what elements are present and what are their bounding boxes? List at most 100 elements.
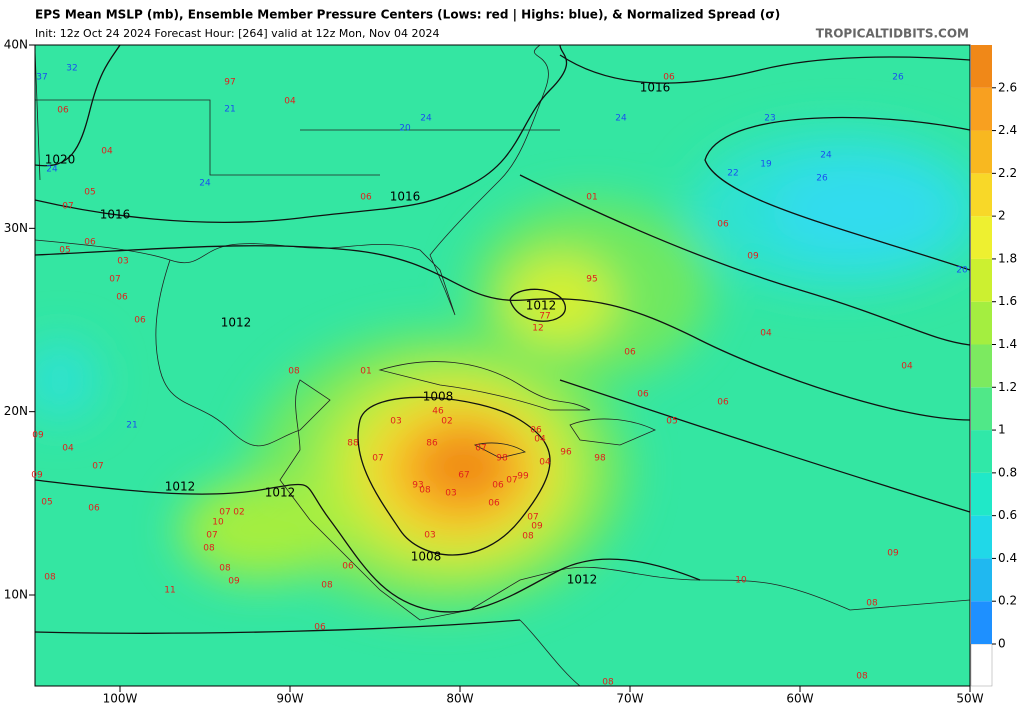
low-center: 07 <box>109 275 120 285</box>
low-center: 06 <box>57 106 69 116</box>
contour-label: 1008 <box>411 550 442 564</box>
low-center: 10 <box>212 518 224 528</box>
low-center: 04 <box>901 362 913 372</box>
colorbar-tick-label: 0 <box>998 637 1006 651</box>
low-center: 07 <box>206 531 217 541</box>
high-center: 19 <box>760 160 772 170</box>
low-center: 06 <box>342 562 354 572</box>
colorbar-tick-label: 0.8 <box>998 465 1017 479</box>
low-center: 08 <box>288 367 300 377</box>
high-center: 20 <box>399 124 411 134</box>
low-center: 06 <box>88 504 100 514</box>
contour-label: 1012 <box>165 480 196 494</box>
lat-tick-label: 20N <box>4 404 28 418</box>
colorbar-tick-label: 2.2 <box>998 166 1017 180</box>
colorbar-band <box>971 387 992 431</box>
low-center: 02 <box>441 417 452 427</box>
colorbar-band <box>971 173 992 217</box>
low-center: 06 <box>488 499 500 509</box>
low-center: 09 <box>32 431 44 441</box>
lon-tick-label: 60W <box>786 692 813 706</box>
low-center: 01 <box>586 193 597 203</box>
low-center: 04 <box>284 97 296 107</box>
lon-tick-label: 50W <box>956 692 983 706</box>
low-center: 05 <box>666 417 677 427</box>
low-center: 03 <box>117 257 128 267</box>
low-center: 03 <box>390 417 401 427</box>
map-area <box>35 45 970 686</box>
low-center: 09 <box>887 549 899 559</box>
lon-tick-label: 70W <box>616 692 643 706</box>
low-center: 06 <box>663 73 675 83</box>
coastlines <box>35 45 970 686</box>
colorbar-band <box>971 430 992 473</box>
low-center: 06 <box>314 623 326 633</box>
high-center: 26 <box>816 174 828 184</box>
high-center: 24 <box>420 114 432 124</box>
colorbar-band <box>971 87 992 131</box>
contour-label: 1012 <box>567 573 598 587</box>
low-center: 06 <box>624 348 636 358</box>
high-center: 21 <box>126 421 137 431</box>
high-center: 24 <box>820 151 832 161</box>
low-center: 99 <box>517 472 529 482</box>
low-center: 06 <box>134 316 146 326</box>
low-center: 08 <box>419 486 431 496</box>
low-center: 07 <box>475 444 486 454</box>
high-center: 32 <box>66 64 77 74</box>
low-center: 05 <box>59 246 70 256</box>
low-center: 03 <box>424 531 435 541</box>
colorbar-tick-label: 0.2 <box>998 594 1017 608</box>
low-center: 01 <box>360 367 371 377</box>
colorbar-tick-label: 2 <box>998 209 1006 223</box>
colorbar-tick-label: 1.8 <box>998 251 1017 265</box>
low-center: 04 <box>101 147 113 157</box>
lon-tick-label: 100W <box>103 692 138 706</box>
contour-label: 1008 <box>423 390 454 404</box>
low-center: 08 <box>203 544 215 554</box>
low-center: 46 <box>432 407 444 417</box>
low-center: 88 <box>347 439 359 449</box>
low-center: 08 <box>856 672 868 682</box>
low-center: 09 <box>228 577 240 587</box>
colorbar-tick-label: 0.4 <box>998 551 1017 565</box>
colorbar-band <box>971 216 992 259</box>
low-center: 04 <box>62 444 74 454</box>
contour-label: 1020 <box>45 153 76 167</box>
low-center: 08 <box>321 581 333 591</box>
low-center: 06 <box>717 398 729 408</box>
colorbar-band <box>971 301 992 345</box>
low-center: 86 <box>426 439 438 449</box>
low-center: 95 <box>586 275 597 285</box>
low-center: 11 <box>164 586 175 596</box>
low-center: 07 <box>92 462 103 472</box>
high-center: 24 <box>615 114 627 124</box>
low-center: 06 <box>492 481 504 491</box>
colorbar-tick-label: 1.6 <box>998 294 1017 308</box>
low-center: 03 <box>445 489 456 499</box>
low-center: 07 <box>506 476 517 486</box>
colorbar-band <box>971 472 992 516</box>
colorbar-tick-label: 1.2 <box>998 380 1017 394</box>
low-center: 93 <box>412 481 423 491</box>
low-center: 04 <box>539 458 551 468</box>
colorbar-tick-label: 1 <box>998 423 1006 437</box>
low-center: 98 <box>594 454 606 464</box>
low-center: 67 <box>458 471 469 481</box>
low-center: 06 <box>84 238 96 248</box>
spread-shading <box>35 130 970 610</box>
low-center: 97 <box>224 78 235 88</box>
lon-tick-label: 90W <box>276 692 303 706</box>
low-center: 08 <box>522 532 534 542</box>
high-center: 26 <box>892 73 904 83</box>
high-center: 37 <box>36 73 47 83</box>
low-center: 12 <box>532 324 543 334</box>
contour-label: 1012 <box>265 486 296 500</box>
low-center: 07 <box>62 202 73 212</box>
contour-label: 1012 <box>526 299 557 313</box>
contour-label: 1016 <box>100 208 131 222</box>
low-center: 09 <box>531 522 543 532</box>
contour-label: 1016 <box>640 81 671 95</box>
colorbar-band <box>971 130 992 174</box>
subtitle: Init: 12z Oct 24 2024 Forecast Hour: [26… <box>35 27 439 40</box>
